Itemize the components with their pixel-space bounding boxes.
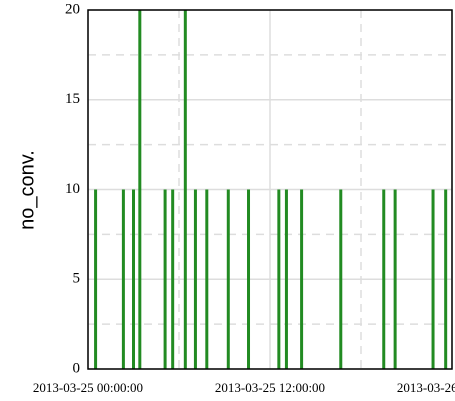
bar [444, 189, 448, 369]
bar [163, 189, 167, 369]
bar [226, 189, 230, 369]
bar [247, 189, 251, 369]
bar [183, 10, 187, 369]
bar [138, 10, 142, 369]
bar [393, 189, 397, 369]
bar [339, 189, 343, 369]
bar [132, 189, 135, 369]
bar [205, 189, 209, 369]
bar [193, 189, 197, 369]
plot-frame [87, 9, 453, 370]
x-tick-label: 2013-03-25 00:00:00 [33, 380, 143, 395]
bar [121, 189, 125, 369]
x-tick-label: 2013-03-26 00:00:00 [397, 380, 455, 395]
y-axis-label: no_conv. [16, 150, 38, 230]
y-tick-label: 0 [73, 360, 81, 376]
bar [277, 189, 281, 369]
x-tick-label: 2013-03-25 12:00:00 [215, 380, 325, 395]
bar [284, 189, 288, 369]
y-tick-label: 10 [65, 181, 80, 197]
bar [382, 189, 386, 369]
y-tick-label: 15 [65, 91, 80, 107]
bar [300, 189, 304, 369]
bar [431, 189, 435, 369]
bar [171, 189, 175, 369]
y-tick-label: 20 [65, 1, 80, 17]
y-tick-label: 5 [73, 271, 81, 287]
bar [94, 189, 98, 369]
